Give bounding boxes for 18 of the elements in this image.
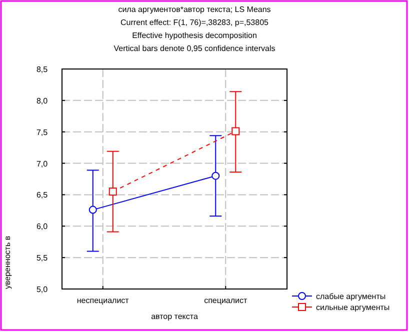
x-tick-label: неспециалист — [76, 296, 130, 305]
chart-subtitle: Current effect: F(1, 76)=,38283, p=,53805 — [120, 18, 270, 27]
y-tick-label: 7,5 — [36, 128, 48, 137]
y-tick-label: 6,0 — [36, 222, 48, 232]
y-tick-label: 6,5 — [36, 190, 48, 200]
y-tick-label: 8,5 — [36, 65, 48, 74]
y-tick-label: 7,0 — [36, 159, 48, 168]
y-tick-label: 8,0 — [36, 96, 48, 106]
x-axis-title: автор текста — [151, 312, 198, 321]
x-tick-label: специалист — [204, 296, 248, 305]
y-tick-label: 5,5 — [36, 254, 48, 263]
y-tick-label: 5,0 — [36, 285, 48, 294]
legend-label: слабые аргументы — [316, 292, 386, 301]
text: Effective hypothesis decomposition — [132, 31, 257, 40]
text: Vertical bars denote 0,95 confidence intervals — [114, 44, 276, 53]
chart-title: сила аргументов*автор текста; LS Means — [118, 5, 271, 14]
legend-label: сильные аргументы — [316, 303, 390, 312]
y-axis-title: уверенность в — [3, 236, 12, 289]
